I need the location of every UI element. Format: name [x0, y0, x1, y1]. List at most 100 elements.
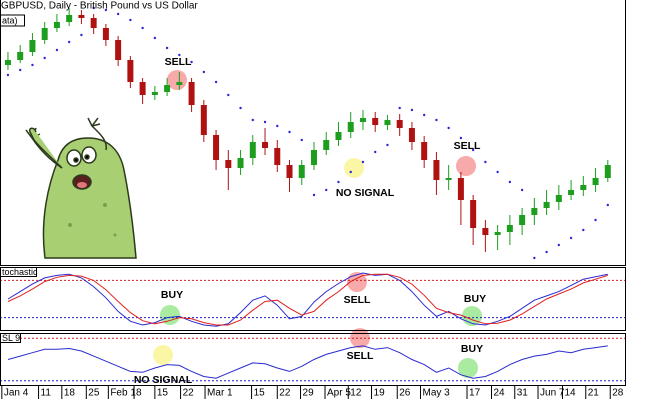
sar-dot [165, 46, 169, 50]
candle-body [494, 232, 501, 235]
candle-body [274, 148, 281, 165]
sar-dot [533, 256, 536, 260]
x-tick-label: 24 [494, 388, 506, 399]
signal-circle [456, 156, 476, 176]
sar-dot [80, 33, 83, 37]
sar-dot [92, 6, 95, 10]
x-tick-label: 21 [588, 388, 600, 399]
candle-body [568, 190, 575, 195]
sar-dot [190, 60, 193, 64]
label-box [0, 333, 21, 343]
signal-circle [347, 272, 367, 292]
candle-body [127, 60, 134, 82]
x-tick-label: 11 [41, 388, 52, 399]
x-tick-label: 22 [183, 388, 195, 399]
candle-body [580, 185, 587, 190]
sar-dot [67, 40, 71, 44]
chart-title: GBPUSD, Daily - British Pound vs US Doll… [1, 1, 198, 12]
sar-dot [557, 243, 561, 247]
candle-body [482, 228, 489, 235]
sar-dot [104, 8, 108, 12]
candle-body [372, 118, 379, 125]
sar-dot [202, 70, 206, 74]
sar-dot [349, 170, 352, 174]
sar-dot [263, 120, 267, 124]
signal-circle [344, 158, 364, 178]
signal-label: SELL [347, 350, 374, 362]
sar-dot [374, 150, 377, 154]
x-tick-label: 8 [136, 388, 142, 399]
signal-label: BUY [461, 343, 483, 355]
candle-body [164, 85, 171, 92]
sar-dot [325, 188, 328, 192]
x-tick-label: 29 [303, 388, 315, 399]
sar-dot [582, 228, 585, 232]
sar-dot [422, 113, 426, 117]
sar-dot [361, 160, 365, 164]
sar-dot [398, 106, 401, 110]
candle-body [531, 208, 538, 215]
sar-dot [337, 180, 340, 184]
signal-label: SELL [454, 140, 481, 152]
signal-label: BUY [161, 289, 183, 301]
sar-dot [569, 236, 573, 240]
panel-label: tochastic [2, 267, 38, 277]
candle-body [421, 142, 428, 160]
candle-body [4, 60, 11, 65]
sar-dot [43, 56, 46, 60]
candle-body [90, 18, 97, 28]
candle-body [66, 15, 73, 22]
indicator-line [7, 273, 608, 326]
sar-dot [116, 12, 120, 16]
candle-body [298, 165, 305, 178]
candle-body [115, 40, 122, 60]
signal-label: SELL [165, 56, 192, 68]
candle-body [384, 120, 391, 125]
sar-dot [520, 188, 524, 192]
x-tick-label: 17 [469, 388, 481, 399]
signal-circle [160, 305, 180, 325]
signal-label: SELL [344, 294, 371, 306]
x-tick-label: 15 [254, 388, 266, 399]
signal-circle [458, 358, 478, 378]
signal-labels: SELL NO SIGNAL SELL BUY SELL BUY SELL BUY NO SIG… [134, 56, 486, 386]
sar-dot [251, 118, 254, 122]
sar-dot [300, 138, 303, 142]
candle-body [396, 120, 403, 128]
sar-dot [410, 108, 414, 112]
sar-dot [31, 63, 34, 67]
x-tick-label: 12 [350, 388, 362, 399]
x-tick-label: 19 [374, 388, 386, 399]
x-tick-label: May 3 [423, 388, 451, 399]
candle-body [604, 165, 611, 178]
candle-body [139, 82, 146, 95]
candle-body [262, 142, 269, 148]
x-tick-label: 25 [88, 388, 100, 399]
rsl-panel [0, 333, 626, 386]
x-tick-label: Apr 5 [327, 388, 351, 399]
candle-body [286, 165, 293, 178]
sar-dot [288, 130, 291, 134]
x-tick-label: Feb 1 [110, 388, 136, 399]
candle-body [543, 202, 550, 208]
candle-body [41, 28, 48, 40]
sar-dot [459, 136, 463, 140]
x-tick-label: 26 [399, 388, 411, 399]
x-tick-label: 14 [565, 388, 577, 399]
sar-dot [606, 203, 609, 207]
candle-body [200, 105, 207, 135]
candle-body [53, 22, 60, 28]
x-tick-label: 18 [64, 388, 76, 399]
sar-dot [594, 218, 597, 222]
sar-dot [153, 36, 157, 40]
x-tick-label: 28 [612, 388, 624, 399]
sar-dot [276, 124, 279, 128]
x-tick-label: Mar 1 [207, 388, 233, 399]
candle-body [249, 142, 256, 158]
panel-label: SL 9 [2, 333, 20, 343]
sar-dot [214, 80, 218, 84]
sar-dot [141, 26, 144, 30]
label-box [0, 267, 37, 277]
sar-dot [129, 18, 132, 22]
sar-dot [496, 170, 499, 174]
